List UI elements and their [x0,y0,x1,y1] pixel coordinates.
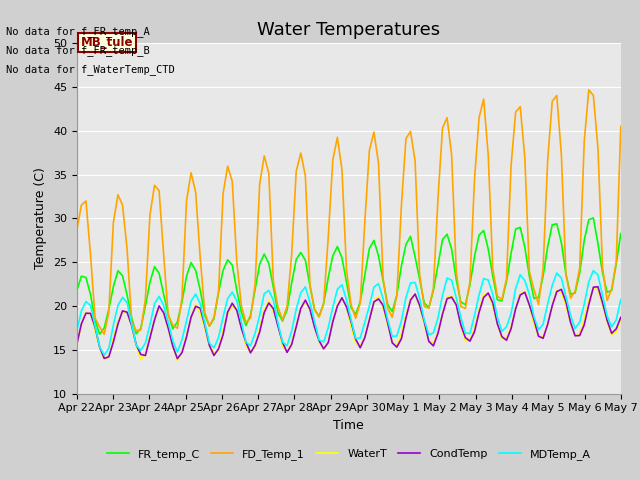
WaterT [452,300,460,306]
Legend: FR_temp_C, FD_Temp_1, WaterT, CondTemp, MDTemp_A: FR_temp_C, FD_Temp_1, WaterT, CondTemp, … [102,444,595,465]
Text: No data for f_FR_temp_B: No data for f_FR_temp_B [6,45,150,56]
CondTemp [380,302,387,308]
MDTemp_A [224,296,232,301]
Line: FD_Temp_1: FD_Temp_1 [77,90,621,334]
WaterT [608,332,616,337]
MDTemp_A [617,297,625,302]
FR_temp_C [224,257,232,263]
FD_Temp_1 [617,123,625,129]
WaterT [73,342,81,348]
FR_temp_C [452,276,460,282]
MDTemp_A [100,352,108,358]
MDTemp_A [508,311,515,316]
Line: WaterT: WaterT [77,289,621,360]
CondTemp [73,341,81,347]
FD_Temp_1 [224,163,232,169]
CondTemp [192,303,200,309]
WaterT [589,286,597,292]
MDTemp_A [589,268,597,274]
FR_temp_C [608,288,616,293]
FD_Temp_1 [508,162,515,168]
Text: No data for f_FR_temp_A: No data for f_FR_temp_A [6,25,150,36]
FD_Temp_1 [380,276,387,281]
FD_Temp_1 [73,228,81,233]
Text: No data for f_WaterTemp_CTD: No data for f_WaterTemp_CTD [6,64,175,75]
WaterT [617,316,625,322]
FR_temp_C [617,231,625,237]
FR_temp_C [73,288,81,294]
FR_temp_C [589,215,597,221]
WaterT [192,301,200,307]
MDTemp_A [608,324,616,330]
FD_Temp_1 [192,189,200,195]
MDTemp_A [73,328,81,334]
FD_Temp_1 [100,331,108,337]
X-axis label: Time: Time [333,419,364,432]
WaterT [508,324,515,330]
CondTemp [452,302,460,308]
CondTemp [173,356,181,361]
Text: MB_tule: MB_tule [81,36,134,49]
MDTemp_A [380,296,387,302]
FR_temp_C [508,251,515,256]
WaterT [380,305,387,311]
WaterT [173,358,181,363]
CondTemp [617,314,625,320]
Title: Water Temperatures: Water Temperatures [257,21,440,39]
CondTemp [224,309,232,315]
FD_Temp_1 [608,286,616,292]
MDTemp_A [192,291,200,297]
FR_temp_C [96,331,104,337]
FR_temp_C [192,268,200,274]
FR_temp_C [380,278,387,284]
CondTemp [594,284,602,289]
MDTemp_A [452,295,460,300]
CondTemp [508,326,515,332]
WaterT [224,311,232,316]
Line: FR_temp_C: FR_temp_C [77,218,621,334]
Line: CondTemp: CondTemp [77,287,621,359]
FD_Temp_1 [585,87,593,93]
CondTemp [608,330,616,336]
Y-axis label: Temperature (C): Temperature (C) [35,168,47,269]
FD_Temp_1 [452,268,460,274]
Line: MDTemp_A: MDTemp_A [77,271,621,355]
